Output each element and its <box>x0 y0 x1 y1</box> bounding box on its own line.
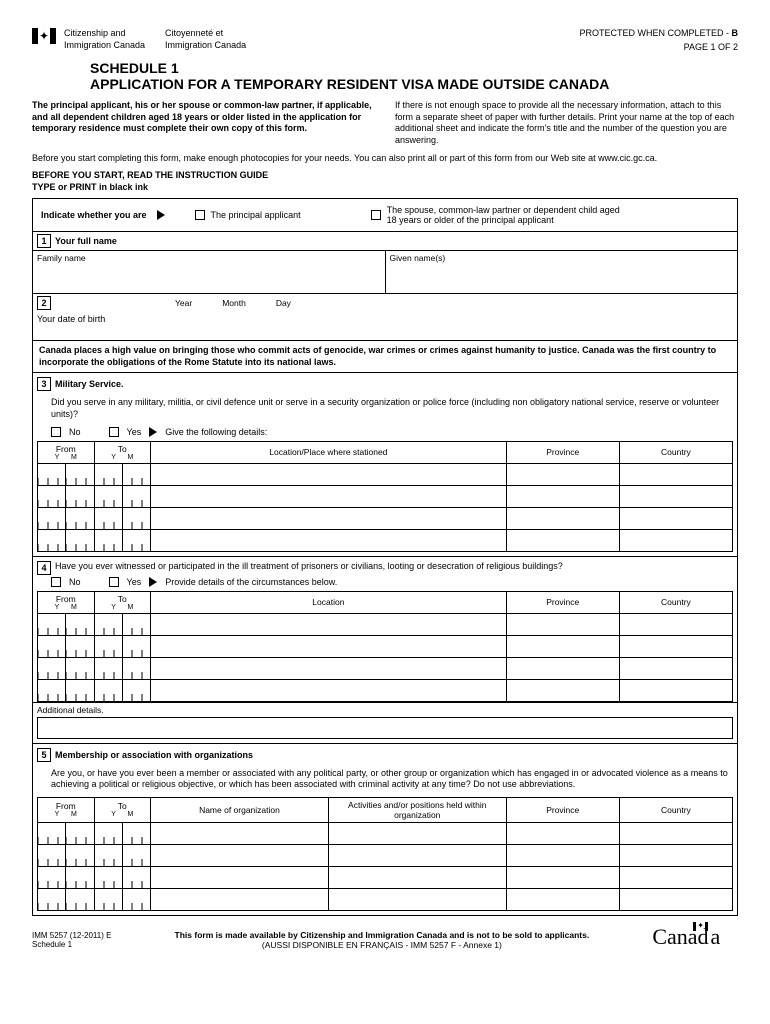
pre2: TYPE or PRINT in black ink <box>32 182 738 194</box>
indicate-label: Indicate whether you are <box>41 210 147 220</box>
given-name-field[interactable]: Given name(s) <box>385 250 738 293</box>
dept-en-2: Immigration Canada <box>64 40 145 52</box>
schedule-label: Schedule 1 <box>32 940 111 950</box>
table-row[interactable] <box>38 844 733 866</box>
dept-en-1: Citizenship and <box>64 28 145 40</box>
q3-no-label: No <box>69 427 81 437</box>
q4-additional: Additional details. <box>32 703 738 744</box>
table-row[interactable] <box>38 485 733 507</box>
q3-title: Military Service <box>55 379 121 389</box>
table-row[interactable] <box>38 657 733 679</box>
page-number: PAGE 1 OF 2 <box>579 42 738 52</box>
title-block: SCHEDULE 1 APPLICATION FOR A TEMPORARY R… <box>90 60 738 92</box>
q3-no-checkbox[interactable] <box>51 427 61 437</box>
q1-num: 1 <box>37 234 51 248</box>
arrow-icon <box>149 577 157 587</box>
q1-title: Your full name <box>55 236 117 246</box>
table-row[interactable] <box>38 822 733 844</box>
header-right: PROTECTED WHEN COMPLETED - B PAGE 1 OF 2 <box>579 28 738 52</box>
checkbox-spouse[interactable] <box>371 210 381 220</box>
table-row[interactable] <box>38 463 733 485</box>
q4-hint: Provide details of the circumstances bel… <box>165 577 337 587</box>
intro-right: If there is not enough space to provide … <box>395 100 738 147</box>
q3-hint: Give the following details: <box>165 427 267 437</box>
q4-add-label: Additional details. <box>33 703 737 717</box>
q3-yes-checkbox[interactable] <box>109 427 119 437</box>
table-row[interactable] <box>38 613 733 635</box>
q3-num: 3 <box>37 377 51 391</box>
q4-yes-checkbox[interactable] <box>109 577 119 587</box>
family-name-field[interactable]: Family name <box>33 250 385 293</box>
q5-text: Are you, or have you ever been a member … <box>51 768 733 791</box>
footer-french: (AUSSI DISPONIBLE EN FRANÇAIS - IMM 5257… <box>262 940 502 950</box>
title-line2: APPLICATION FOR A TEMPORARY RESIDENT VIS… <box>90 76 738 92</box>
dept-fr-1: Citoyenneté et <box>165 28 246 40</box>
q4-no-checkbox[interactable] <box>51 577 61 587</box>
q5-num: 5 <box>37 748 51 762</box>
form-number: IMM 5257 (12-2011) E <box>32 931 111 941</box>
dept-fr-2: Immigration Canada <box>165 40 246 52</box>
q5-title: Membership or association with organizat… <box>55 750 253 760</box>
canada-flag-icon: ✦ <box>32 28 56 44</box>
q3-table: FromY M ToY M Location/Place where stati… <box>37 441 733 552</box>
q4-text: Have you ever witnessed or participated … <box>55 561 563 571</box>
indicate-row: Indicate whether you are The principal a… <box>32 198 738 232</box>
intro-left: The principal applicant, his or her spou… <box>32 100 372 133</box>
arrow-icon <box>157 210 165 220</box>
footer-bold: This form is made available by Citizensh… <box>175 930 590 940</box>
q1-container: 1 Your full name Family name Given name(… <box>32 232 738 294</box>
checkbox-principal[interactable] <box>195 210 205 220</box>
q2-num: 2 <box>37 296 51 310</box>
department-names: Citizenship and Immigration Canada Citoy… <box>64 28 246 51</box>
pre-instructions: BEFORE YOU START, READ THE INSTRUCTION G… <box>32 170 738 193</box>
table-row[interactable] <box>38 507 733 529</box>
q4-add-field[interactable] <box>37 717 733 739</box>
arrow-icon <box>149 427 157 437</box>
q2-title: Your date of birth <box>37 314 381 324</box>
q2-year: Year <box>175 298 192 308</box>
opt-spouse: The spouse, common-law partner or depend… <box>387 205 631 225</box>
wordmark-flag-icon: ✦ <box>693 922 708 931</box>
table-row[interactable] <box>38 679 733 701</box>
header-left: ✦ Citizenship and Immigration Canada Cit… <box>32 28 246 51</box>
q3-text: Did you serve in any military, militia, … <box>51 397 733 420</box>
q4-container: 4 Have you ever witnessed or participate… <box>32 557 738 703</box>
table-row[interactable] <box>38 529 733 551</box>
opt-principal: The principal applicant <box>211 210 301 220</box>
table-row[interactable] <box>38 888 733 910</box>
intro-columns: The principal applicant, his or her spou… <box>32 100 738 147</box>
q4-table: FromY M ToY M Location Province Country <box>37 591 733 702</box>
q2-day: Day <box>276 298 291 308</box>
table-row[interactable] <box>38 635 733 657</box>
q5-table: FromY M ToY M Name of organization Activ… <box>37 797 733 911</box>
q4-num: 4 <box>37 561 51 575</box>
pre1: BEFORE YOU START, READ THE INSTRUCTION G… <box>32 170 738 182</box>
canada-wordmark: Canada ✦ <box>652 924 738 950</box>
notice-box: Canada places a high value on bringing t… <box>32 341 738 373</box>
q2-month: Month <box>222 298 246 308</box>
q2-container: 2 Year Month Day Your date of birth <box>32 294 738 341</box>
q4-no-label: No <box>69 577 81 587</box>
title-line1: SCHEDULE 1 <box>90 60 738 76</box>
footer: IMM 5257 (12-2011) E Schedule 1 This for… <box>32 924 738 950</box>
header: ✦ Citizenship and Immigration Canada Cit… <box>32 28 738 52</box>
protected-label: PROTECTED WHEN COMPLETED - <box>579 28 731 38</box>
table-row[interactable] <box>38 866 733 888</box>
q5-container: 5 Membership or association with organiz… <box>32 744 738 916</box>
q3-container: 3 Military Service. Did you serve in any… <box>32 373 738 556</box>
intro-full: Before you start completing this form, m… <box>32 153 738 165</box>
q3-yes-label: Yes <box>127 427 142 437</box>
q4-yes-label: Yes <box>127 577 142 587</box>
protected-class: B <box>732 28 739 38</box>
